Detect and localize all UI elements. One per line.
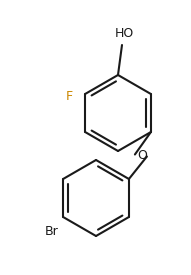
- Text: O: O: [137, 149, 147, 162]
- Text: F: F: [66, 89, 73, 103]
- Text: HO: HO: [114, 27, 134, 40]
- Text: Br: Br: [44, 225, 58, 238]
